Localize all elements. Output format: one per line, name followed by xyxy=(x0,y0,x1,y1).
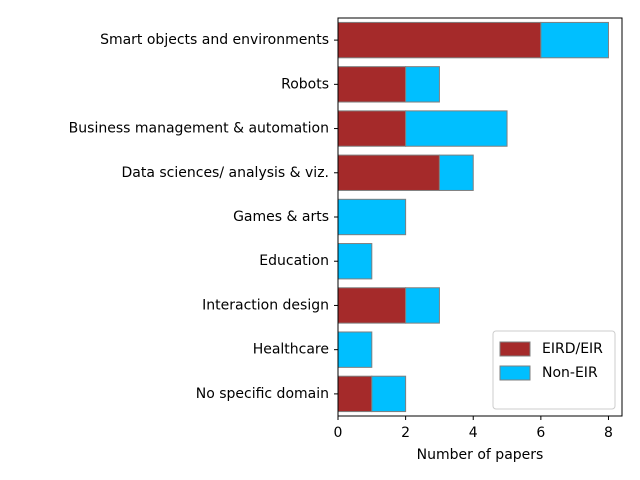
x-axis-label: Number of papers xyxy=(417,447,544,463)
x-axis-ticks: 0 2 4 6 8 xyxy=(334,416,613,441)
y-tick-label: Games & arts xyxy=(233,209,329,225)
bar-data-sciences-analysis-viz-non-eir xyxy=(438,154,474,191)
y-tick-label: Business management & automation xyxy=(69,121,329,137)
y-tick-label: Data sciences/ analysis & viz. xyxy=(122,165,330,181)
bar-smart-objects-and-environments-eird-eir xyxy=(337,21,542,59)
y-tick-label: Education xyxy=(259,253,329,269)
y-tick-label: Healthcare xyxy=(253,342,329,358)
bar-games-arts-non-eir xyxy=(337,198,407,236)
x-tick-label: 0 xyxy=(334,425,343,441)
y-tick-label: No specific domain xyxy=(196,386,329,402)
bar-interaction-design-eird-eir xyxy=(337,287,407,324)
bar-data-sciences-analysis-viz-eird-eir xyxy=(337,154,440,191)
bar-robots-eird-eir xyxy=(337,66,407,103)
legend-label-non-eir: Non-EIR xyxy=(542,365,598,381)
bar-no-specific-domain-eird-eir xyxy=(337,375,373,413)
bar-education-non-eir xyxy=(337,243,373,280)
bar-business-management-automation-non-eir xyxy=(405,110,508,147)
x-tick-label: 4 xyxy=(469,425,478,441)
x-tick-label: 6 xyxy=(536,425,545,441)
legend-swatch-non-eir xyxy=(499,365,531,381)
y-axis-ticks: Smart objects and environments Robots Busi… xyxy=(69,32,338,402)
legend: EIRD/EIR Non-EIR xyxy=(492,330,616,410)
bar-no-specific-domain-non-eir xyxy=(371,375,407,413)
bar-interaction-design-non-eir xyxy=(405,287,440,324)
plot-frame xyxy=(337,17,623,417)
y-tick-label: Smart objects and environments xyxy=(100,32,329,48)
bar-robots-non-eir xyxy=(405,66,440,103)
x-tick-label: 8 xyxy=(604,425,613,441)
legend-label-eird-eir: EIRD/EIR xyxy=(542,341,603,357)
bars-layer xyxy=(337,21,609,413)
y-tick-label: Robots xyxy=(281,76,329,92)
bar-business-management-automation-eird-eir xyxy=(337,110,407,147)
bar-healthcare-non-eir xyxy=(337,331,373,368)
bar-smart-objects-and-environments-non-eir xyxy=(540,21,609,59)
x-tick-label: 2 xyxy=(401,425,410,441)
y-tick-label: Interaction design xyxy=(202,297,329,313)
legend-swatch-eird-eir xyxy=(499,341,531,357)
